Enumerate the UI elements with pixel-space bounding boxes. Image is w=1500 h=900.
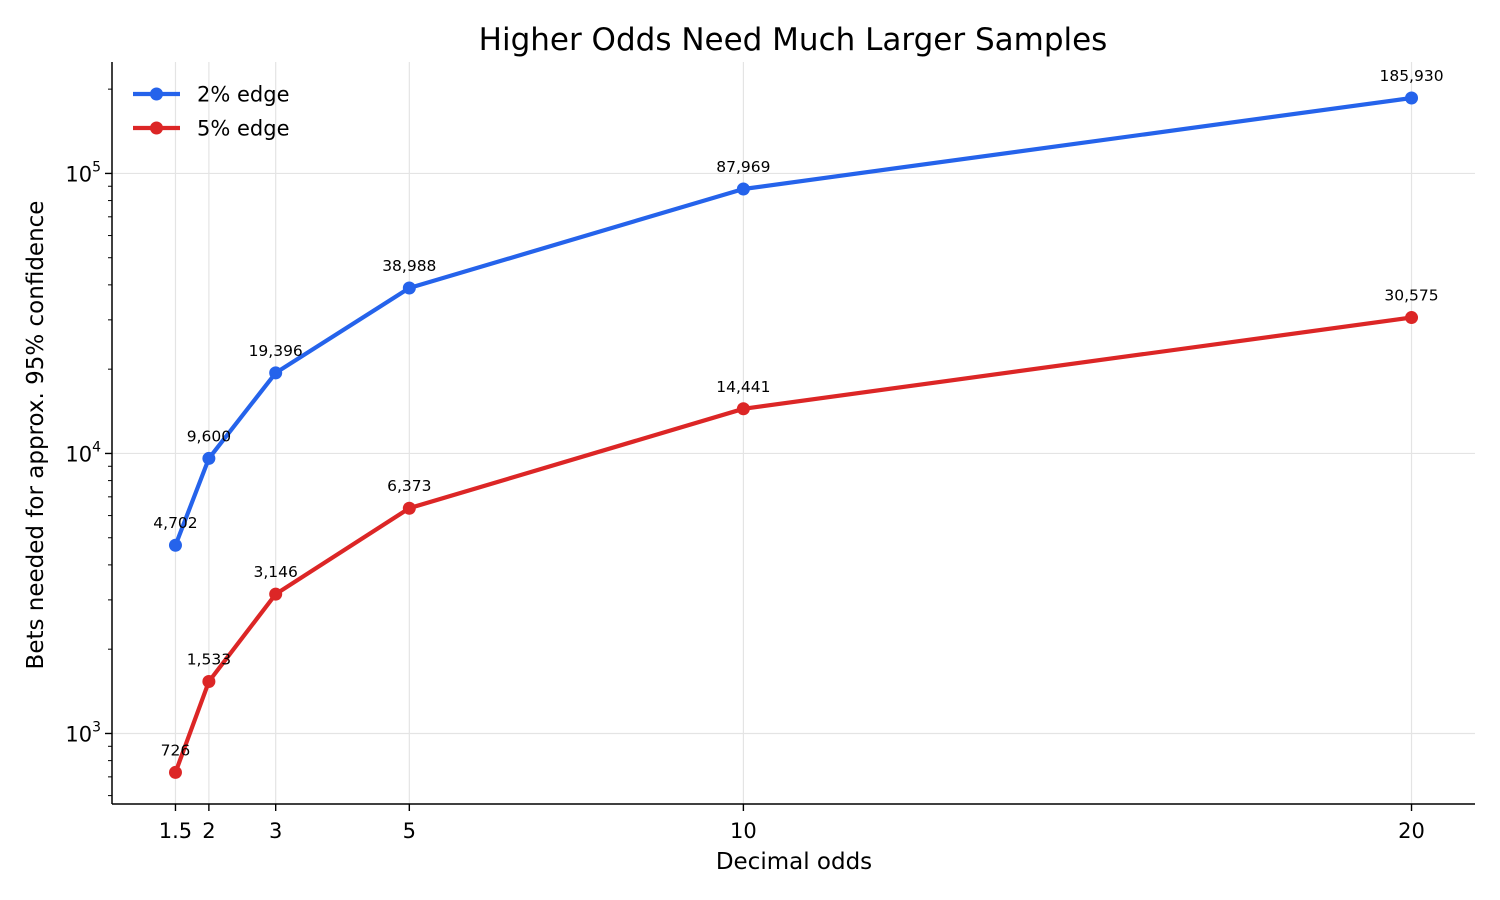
x-tick-label: 3 — [269, 819, 282, 843]
data-labels: 4,702 9,600 19,396 38,988 87,969 185,930 726 1,… — [153, 67, 1443, 759]
data-point — [202, 675, 216, 689]
x-tick-label: 20 — [1398, 819, 1425, 843]
series-line-1 — [173, 315, 1414, 775]
data-label: 185,930 — [1379, 67, 1443, 85]
data-label: 30,575 — [1384, 287, 1438, 305]
y-axis-label: Bets needed for approx. 95% confidence — [23, 201, 49, 670]
data-point — [1405, 91, 1419, 105]
legend-label: 2% edge — [197, 83, 290, 107]
data-point — [269, 366, 283, 380]
data-point — [202, 451, 216, 465]
data-point — [402, 501, 416, 515]
data-label: 14,441 — [716, 378, 770, 396]
data-label: 38,988 — [382, 257, 436, 275]
x-tick-label: 2 — [202, 819, 215, 843]
x-tick-label: 10 — [730, 819, 757, 843]
data-point — [168, 765, 182, 779]
data-label: 3,146 — [254, 563, 298, 581]
y-tick-label: 103 — [65, 719, 101, 746]
legend: 2% edge 5% edge — [133, 83, 290, 141]
data-label: 1,533 — [187, 651, 231, 669]
data-label: 19,396 — [249, 342, 303, 360]
legend-marker — [150, 121, 163, 135]
data-point — [402, 281, 416, 295]
axis-ticks: 1.5 2 3 5 10 20 103 104 105 — [65, 88, 1425, 843]
data-label: 4,702 — [153, 514, 197, 532]
x-axis-label: Decimal odds — [716, 849, 872, 875]
data-point — [736, 182, 750, 196]
y-tick-label: 104 — [65, 439, 101, 466]
data-label: 9,600 — [187, 427, 231, 445]
x-tick-label: 1.5 — [159, 819, 192, 843]
data-point — [269, 587, 283, 601]
legend-marker — [150, 87, 163, 101]
chart-title: Higher Odds Need Much Larger Samples — [479, 22, 1108, 58]
data-point — [736, 402, 750, 416]
series-lines — [168, 91, 1419, 779]
data-label: 87,969 — [716, 158, 770, 176]
data-label: 726 — [161, 741, 191, 759]
axes — [111, 62, 1475, 805]
x-tick-label: 5 — [403, 819, 416, 843]
data-point — [1405, 311, 1419, 325]
series-line-0 — [173, 95, 1414, 548]
data-label: 6,373 — [387, 477, 431, 495]
grid-lines — [112, 62, 1475, 804]
data-point — [168, 538, 182, 552]
legend-label: 5% edge — [197, 117, 290, 141]
y-tick-label: 105 — [65, 159, 101, 186]
